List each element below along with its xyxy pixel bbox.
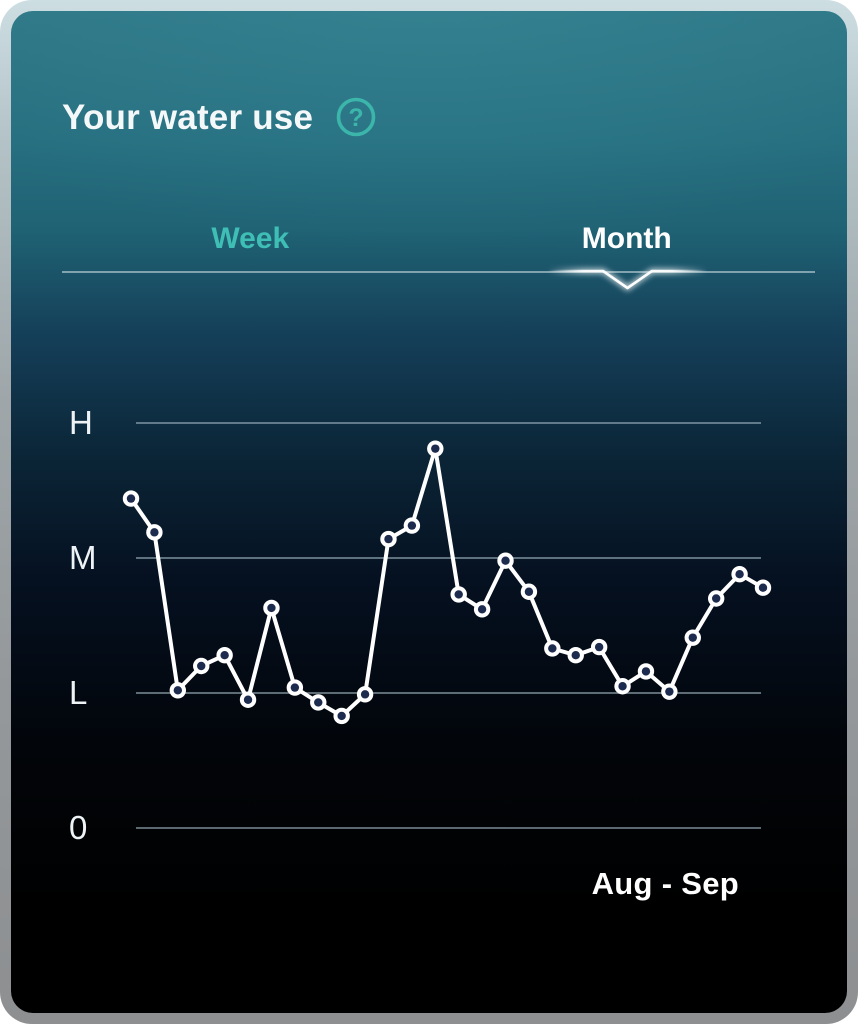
help-button[interactable]: ? bbox=[335, 96, 377, 138]
data-point bbox=[407, 521, 417, 530]
active-tab-notch-indicator bbox=[548, 268, 707, 292]
data-point bbox=[384, 534, 393, 544]
card-header: Your water use ? bbox=[62, 96, 377, 138]
y-tick-H: H bbox=[69, 404, 93, 441]
y-tick-M: M bbox=[69, 539, 97, 576]
tab-bar: Week Month bbox=[62, 209, 815, 269]
data-point bbox=[220, 651, 229, 660]
data-point bbox=[197, 661, 206, 671]
data-point bbox=[267, 603, 276, 613]
data-point bbox=[758, 583, 768, 592]
y-axis-labels: H M L 0 bbox=[69, 404, 97, 846]
data-point bbox=[618, 682, 627, 691]
water-use-line-chart: H M L 0 bbox=[69, 404, 772, 846]
data-point bbox=[688, 633, 697, 642]
tab-month[interactable]: Month bbox=[581, 222, 672, 255]
data-point bbox=[665, 687, 674, 696]
data-point bbox=[477, 605, 487, 614]
data-point bbox=[454, 590, 463, 599]
data-point bbox=[431, 444, 440, 453]
page-title: Your water use bbox=[62, 97, 314, 137]
data-point bbox=[173, 686, 183, 695]
period-label: Aug - Sep bbox=[591, 866, 739, 901]
y-tick-0: 0 bbox=[69, 809, 87, 846]
data-point bbox=[641, 667, 651, 676]
data-point bbox=[150, 528, 159, 537]
data-point bbox=[548, 644, 557, 653]
data-point bbox=[360, 690, 370, 699]
data-point bbox=[735, 570, 744, 579]
data-point bbox=[594, 642, 604, 652]
data-point bbox=[290, 683, 300, 692]
data-point bbox=[243, 695, 253, 704]
tab-divider bbox=[62, 271, 815, 273]
svg-text:?: ? bbox=[348, 104, 363, 132]
data-points bbox=[122, 440, 772, 725]
line-series bbox=[129, 446, 765, 718]
y-tick-L: L bbox=[69, 674, 87, 711]
data-point bbox=[501, 556, 510, 565]
data-point bbox=[337, 711, 346, 721]
tab-week[interactable]: Week bbox=[211, 222, 290, 255]
water-use-card: Your water use ? Week Month bbox=[11, 11, 847, 1013]
data-point bbox=[524, 587, 534, 596]
data-point bbox=[571, 651, 580, 660]
gridlines bbox=[136, 422, 761, 829]
data-point bbox=[126, 494, 136, 503]
question-mark-icon: ? bbox=[336, 97, 376, 137]
data-point bbox=[711, 594, 721, 603]
data-point bbox=[314, 698, 323, 707]
